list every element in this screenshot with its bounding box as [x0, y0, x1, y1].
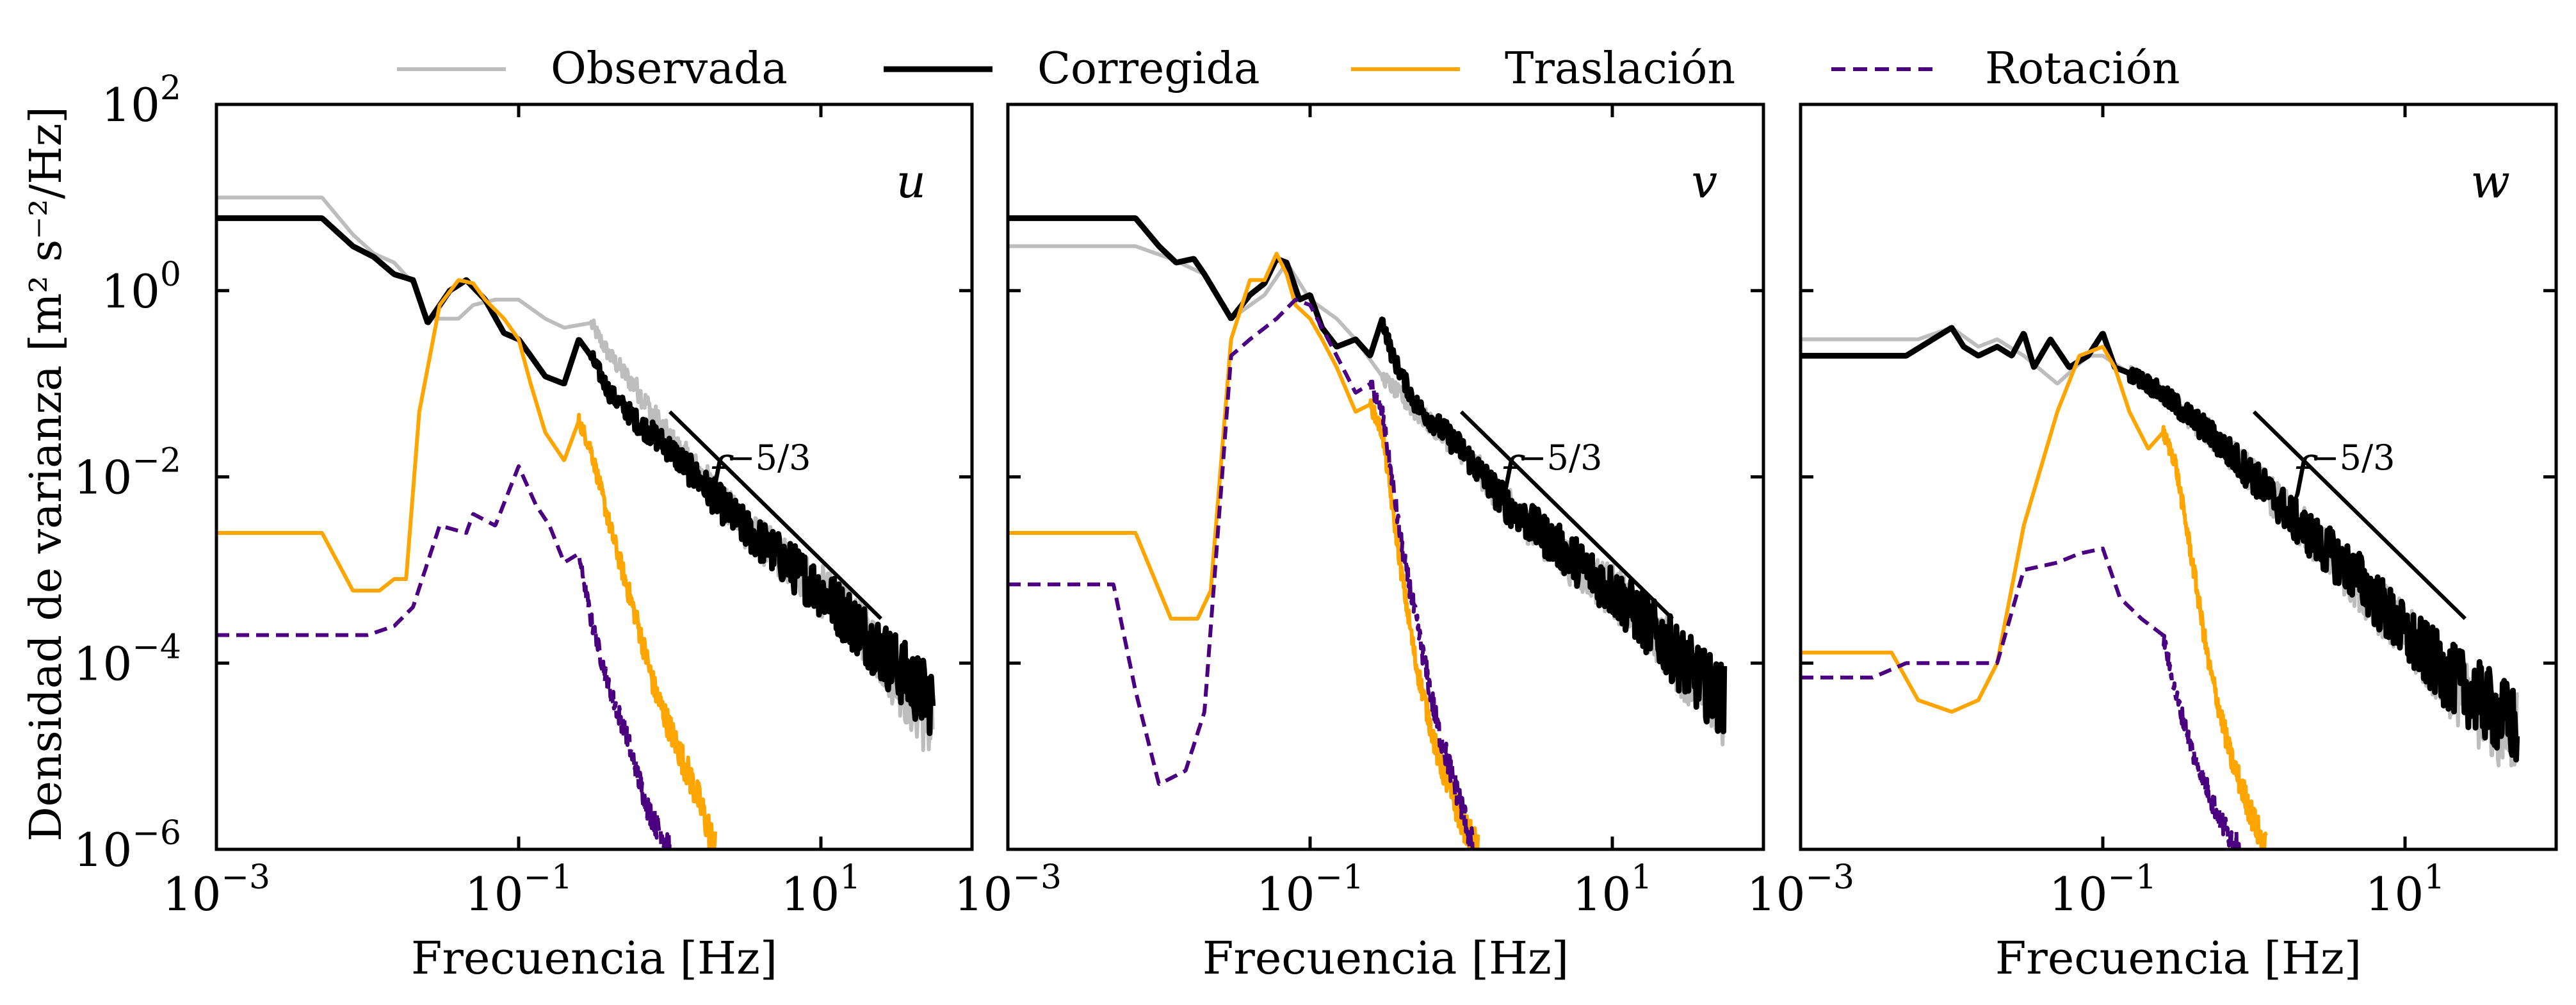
panel-label: w: [2470, 154, 2510, 208]
series-line: [1008, 215, 1728, 735]
y-tick-label: 102: [101, 69, 181, 132]
panel-label: u: [896, 154, 926, 208]
series-line: [1801, 345, 2268, 849]
reference-slope-line: [1459, 410, 1674, 621]
series-line: [1008, 252, 1480, 849]
x-axis-label: Frecuencia [Hz]: [1995, 932, 2361, 985]
y-tick-label: 10−2: [74, 442, 181, 505]
legend-label: Traslación: [1505, 44, 1735, 94]
x-axis-label: Frecuencia [Hz]: [411, 932, 777, 985]
legend-entry: Traslación: [1351, 44, 1735, 94]
reference-slope-line: [668, 410, 883, 621]
reference-slope-line: [2252, 410, 2467, 621]
y-axis-label-group: Densidad de varianza [m² s⁻²/Hz]: [21, 106, 72, 842]
y-axis-label: Densidad de varianza [m² s⁻²/Hz]: [21, 106, 72, 842]
x-axis-label: Frecuencia [Hz]: [1203, 932, 1569, 985]
legend-entry: Rotación: [1831, 44, 2180, 94]
x-tick-label: 10−3: [163, 858, 270, 921]
series-group: [1008, 215, 1728, 849]
x-tick-label: 101: [1573, 858, 1653, 921]
series-line: [216, 278, 717, 849]
series-line: [1008, 298, 1475, 849]
series-line: [216, 464, 672, 849]
legend: Observada Corregida Traslación Rotación: [397, 44, 2180, 94]
legend-entry: Corregida: [884, 44, 1260, 94]
x-tick-label: 10−1: [2049, 858, 2157, 921]
legend-entry: Observada: [397, 44, 788, 94]
series-group: [1801, 325, 2520, 849]
legend-label: Corregida: [1037, 44, 1260, 94]
series-group: [216, 195, 936, 849]
series-line: [216, 215, 936, 737]
panel-label: v: [1691, 154, 1717, 208]
series-line: [1801, 546, 2241, 849]
series-line: [1801, 325, 2520, 763]
legend-label: Rotación: [1985, 44, 2180, 94]
legend-label: Observada: [551, 44, 788, 94]
